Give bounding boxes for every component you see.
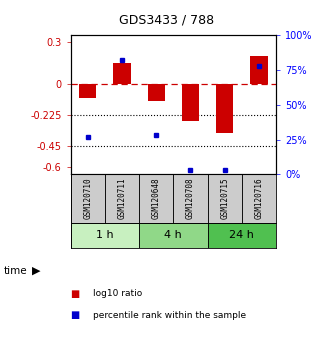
Bar xyxy=(79,84,96,98)
Bar xyxy=(208,174,242,223)
Text: GSM120708: GSM120708 xyxy=(186,178,195,219)
Text: time: time xyxy=(3,266,27,276)
Bar xyxy=(208,223,276,248)
Text: GSM120711: GSM120711 xyxy=(117,178,126,219)
Bar xyxy=(113,63,131,84)
Text: percentile rank within the sample: percentile rank within the sample xyxy=(93,310,246,320)
Bar xyxy=(139,223,208,248)
Text: ■: ■ xyxy=(71,310,80,320)
Bar xyxy=(148,84,165,101)
Bar xyxy=(71,223,139,248)
Text: GDS3433 / 788: GDS3433 / 788 xyxy=(119,13,214,27)
Bar xyxy=(105,174,139,223)
Bar xyxy=(216,84,233,133)
Bar xyxy=(173,174,208,223)
Bar xyxy=(139,174,173,223)
Bar xyxy=(250,56,267,84)
Text: ▶: ▶ xyxy=(32,266,40,276)
Text: log10 ratio: log10 ratio xyxy=(93,289,142,298)
Bar xyxy=(182,84,199,121)
Text: ■: ■ xyxy=(71,289,80,299)
Text: 4 h: 4 h xyxy=(164,230,182,240)
Bar xyxy=(71,174,105,223)
Bar xyxy=(242,174,276,223)
Text: 24 h: 24 h xyxy=(230,230,254,240)
Text: GSM120710: GSM120710 xyxy=(83,178,92,219)
Text: GSM120716: GSM120716 xyxy=(255,178,264,219)
Text: GSM120715: GSM120715 xyxy=(220,178,229,219)
Text: 1 h: 1 h xyxy=(96,230,114,240)
Text: GSM120648: GSM120648 xyxy=(152,178,161,219)
